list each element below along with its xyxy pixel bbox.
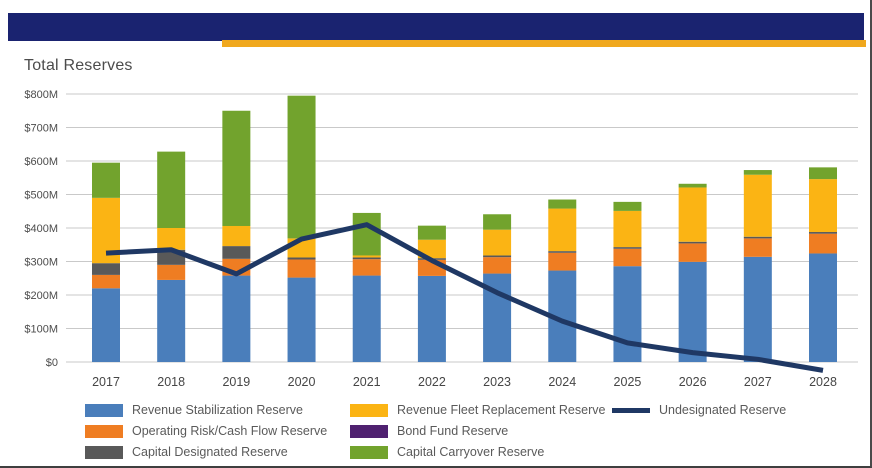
bar-2020-capital-carryover-reserve: [287, 95, 316, 239]
bar-2019-capital-designated-reserve: [222, 246, 251, 259]
header-gold-stripe: [222, 40, 866, 47]
bar-2025-operating-risk-cash-flow-reserve: [613, 248, 642, 267]
bar-2027-operating-risk-cash-flow-reserve: [743, 238, 772, 257]
y-tick-label: $0: [46, 357, 58, 369]
x-tick-label: 2017: [92, 375, 120, 389]
x-tick-label: 2026: [679, 375, 707, 389]
bar-2023-operating-risk-cash-flow-reserve: [483, 257, 512, 274]
y-tick-label: $500M: [24, 190, 58, 202]
bar-2027-capital-designated-reserve: [743, 236, 772, 239]
bar-2026-revenue-stabilization-reserve: [678, 261, 707, 362]
bar-2024-operating-risk-cash-flow-reserve: [548, 252, 577, 271]
bar-2022-revenue-stabilization-reserve: [417, 275, 446, 362]
x-tick-label: 2019: [222, 375, 250, 389]
bar-2024-capital-carryover-reserve: [548, 199, 577, 209]
x-tick-label: 2018: [157, 375, 185, 389]
undesignated-reserve-line: [105, 222, 824, 373]
bar-2028-revenue-fleet-replacement-reserve: [809, 179, 837, 233]
bar-2021-capital-designated-reserve: [352, 257, 381, 260]
bar-2020-revenue-stabilization-reserve: [287, 277, 316, 362]
x-tick-label: 2027: [744, 375, 772, 389]
bar-2021-revenue-stabilization-reserve: [352, 275, 381, 362]
y-tick-label: $300M: [24, 257, 58, 269]
bar-2017-capital-carryover-reserve: [92, 162, 120, 198]
bar-2018-operating-risk-cash-flow-reserve: [157, 264, 186, 280]
bar-2017-revenue-stabilization-reserve: [92, 288, 120, 362]
bar-2022-revenue-fleet-replacement-reserve: [417, 239, 446, 259]
x-tick-label: 2025: [614, 375, 642, 389]
y-tick-label: $100M: [24, 324, 58, 336]
bar-2018-capital-carryover-reserve: [157, 151, 186, 228]
bar-2028-revenue-stabilization-reserve: [809, 253, 837, 362]
bar-2028-operating-risk-cash-flow-reserve: [809, 233, 837, 254]
bar-2021-operating-risk-cash-flow-reserve: [352, 259, 381, 276]
x-tick-label: 2028: [809, 375, 837, 389]
header-navy-band: [8, 13, 864, 41]
bar-2019-revenue-fleet-replacement-reserve: [222, 225, 251, 247]
bar-2028-capital-carryover-reserve: [809, 167, 837, 180]
x-tick-label: 2021: [353, 375, 381, 389]
x-tick-label: 2023: [483, 375, 511, 389]
bar-2027-revenue-stabilization-reserve: [743, 256, 772, 362]
bar-2020-operating-risk-cash-flow-reserve: [287, 259, 316, 278]
y-tick-label: $400M: [24, 223, 58, 235]
x-tick-label: 2024: [548, 375, 576, 389]
bar-2028-capital-designated-reserve: [809, 232, 837, 234]
bar-2021-capital-carryover-reserve: [352, 212, 381, 256]
y-tick-label: $800M: [24, 89, 58, 101]
x-tick-label: 2020: [288, 375, 316, 389]
bar-2025-capital-carryover-reserve: [613, 201, 642, 211]
bar-2020-capital-designated-reserve: [287, 257, 316, 260]
bar-2025-revenue-stabilization-reserve: [613, 266, 642, 362]
bar-2026-capital-carryover-reserve: [678, 183, 707, 188]
x-tick-label: 2022: [418, 375, 446, 389]
bar-2025-revenue-fleet-replacement-reserve: [613, 210, 642, 248]
page-title: Total Reserves: [24, 57, 133, 74]
bar-2018-revenue-fleet-replacement-reserve: [157, 228, 186, 250]
y-tick-label: $700M: [24, 123, 58, 135]
bar-2024-capital-designated-reserve: [548, 251, 577, 253]
bar-2024-revenue-fleet-replacement-reserve: [548, 208, 577, 252]
bar-2022-capital-carryover-reserve: [417, 225, 446, 240]
bar-2026-revenue-fleet-replacement-reserve: [678, 187, 707, 242]
bar-2023-revenue-fleet-replacement-reserve: [483, 229, 512, 256]
bar-2018-revenue-stabilization-reserve: [157, 279, 186, 362]
bar-2023-capital-designated-reserve: [483, 255, 512, 258]
bar-2027-revenue-fleet-replacement-reserve: [743, 174, 772, 237]
bar-2026-capital-designated-reserve: [678, 241, 707, 244]
bar-2026-operating-risk-cash-flow-reserve: [678, 243, 707, 262]
bar-2025-capital-designated-reserve: [613, 247, 642, 249]
y-tick-label: $200M: [24, 290, 58, 302]
bar-2019-revenue-stabilization-reserve: [222, 275, 251, 362]
bar-2019-capital-carryover-reserve: [222, 110, 251, 226]
bar-2017-operating-risk-cash-flow-reserve: [92, 274, 120, 289]
bar-2023-capital-carryover-reserve: [483, 214, 512, 230]
y-tick-label: $600M: [24, 156, 58, 168]
bar-2021-revenue-fleet-replacement-reserve: [352, 255, 381, 258]
bar-2027-capital-carryover-reserve: [743, 170, 772, 175]
bar-2017-capital-designated-reserve: [92, 263, 120, 275]
